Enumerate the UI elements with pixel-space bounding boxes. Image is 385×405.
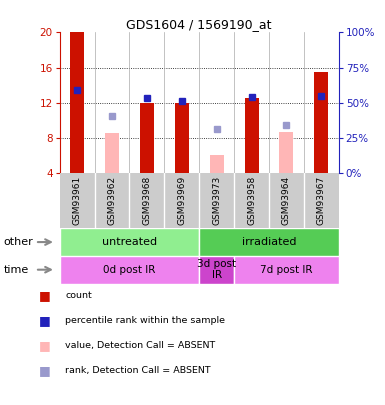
Text: ■: ■	[38, 314, 50, 327]
Text: GSM93964: GSM93964	[282, 176, 291, 225]
Bar	[60, 256, 199, 284]
Text: time: time	[4, 265, 29, 275]
Bar	[315, 72, 328, 173]
Text: GSM93961: GSM93961	[73, 176, 82, 225]
Text: 0d post IR: 0d post IR	[103, 265, 156, 275]
Text: GSM93968: GSM93968	[142, 176, 151, 225]
Bar	[199, 228, 339, 256]
Bar	[60, 228, 199, 256]
Bar	[234, 256, 339, 284]
Text: count: count	[65, 291, 92, 300]
Bar	[105, 134, 119, 173]
Bar	[70, 32, 84, 173]
Text: ■: ■	[38, 364, 50, 377]
Text: GSM93969: GSM93969	[177, 176, 186, 225]
Text: value, Detection Call = ABSENT: value, Detection Call = ABSENT	[65, 341, 216, 350]
Bar	[280, 132, 293, 173]
Bar	[244, 98, 259, 173]
Text: 7d post IR: 7d post IR	[260, 265, 313, 275]
Text: 3d post
IR: 3d post IR	[197, 259, 236, 281]
Text: untreated: untreated	[102, 237, 157, 247]
Text: GSM93962: GSM93962	[107, 176, 117, 225]
Title: GDS1604 / 1569190_at: GDS1604 / 1569190_at	[127, 18, 272, 31]
Text: rank, Detection Call = ABSENT: rank, Detection Call = ABSENT	[65, 367, 211, 375]
Text: other: other	[4, 237, 33, 247]
Text: irradiated: irradiated	[242, 237, 296, 247]
Text: ■: ■	[38, 339, 50, 352]
Text: percentile rank within the sample: percentile rank within the sample	[65, 316, 226, 325]
Bar	[175, 103, 189, 173]
Bar	[210, 156, 224, 173]
Bar	[199, 256, 234, 284]
Text: GSM93973: GSM93973	[212, 176, 221, 225]
Text: GSM93958: GSM93958	[247, 176, 256, 225]
Bar	[140, 103, 154, 173]
Text: ■: ■	[38, 289, 50, 302]
Text: GSM93967: GSM93967	[317, 176, 326, 225]
